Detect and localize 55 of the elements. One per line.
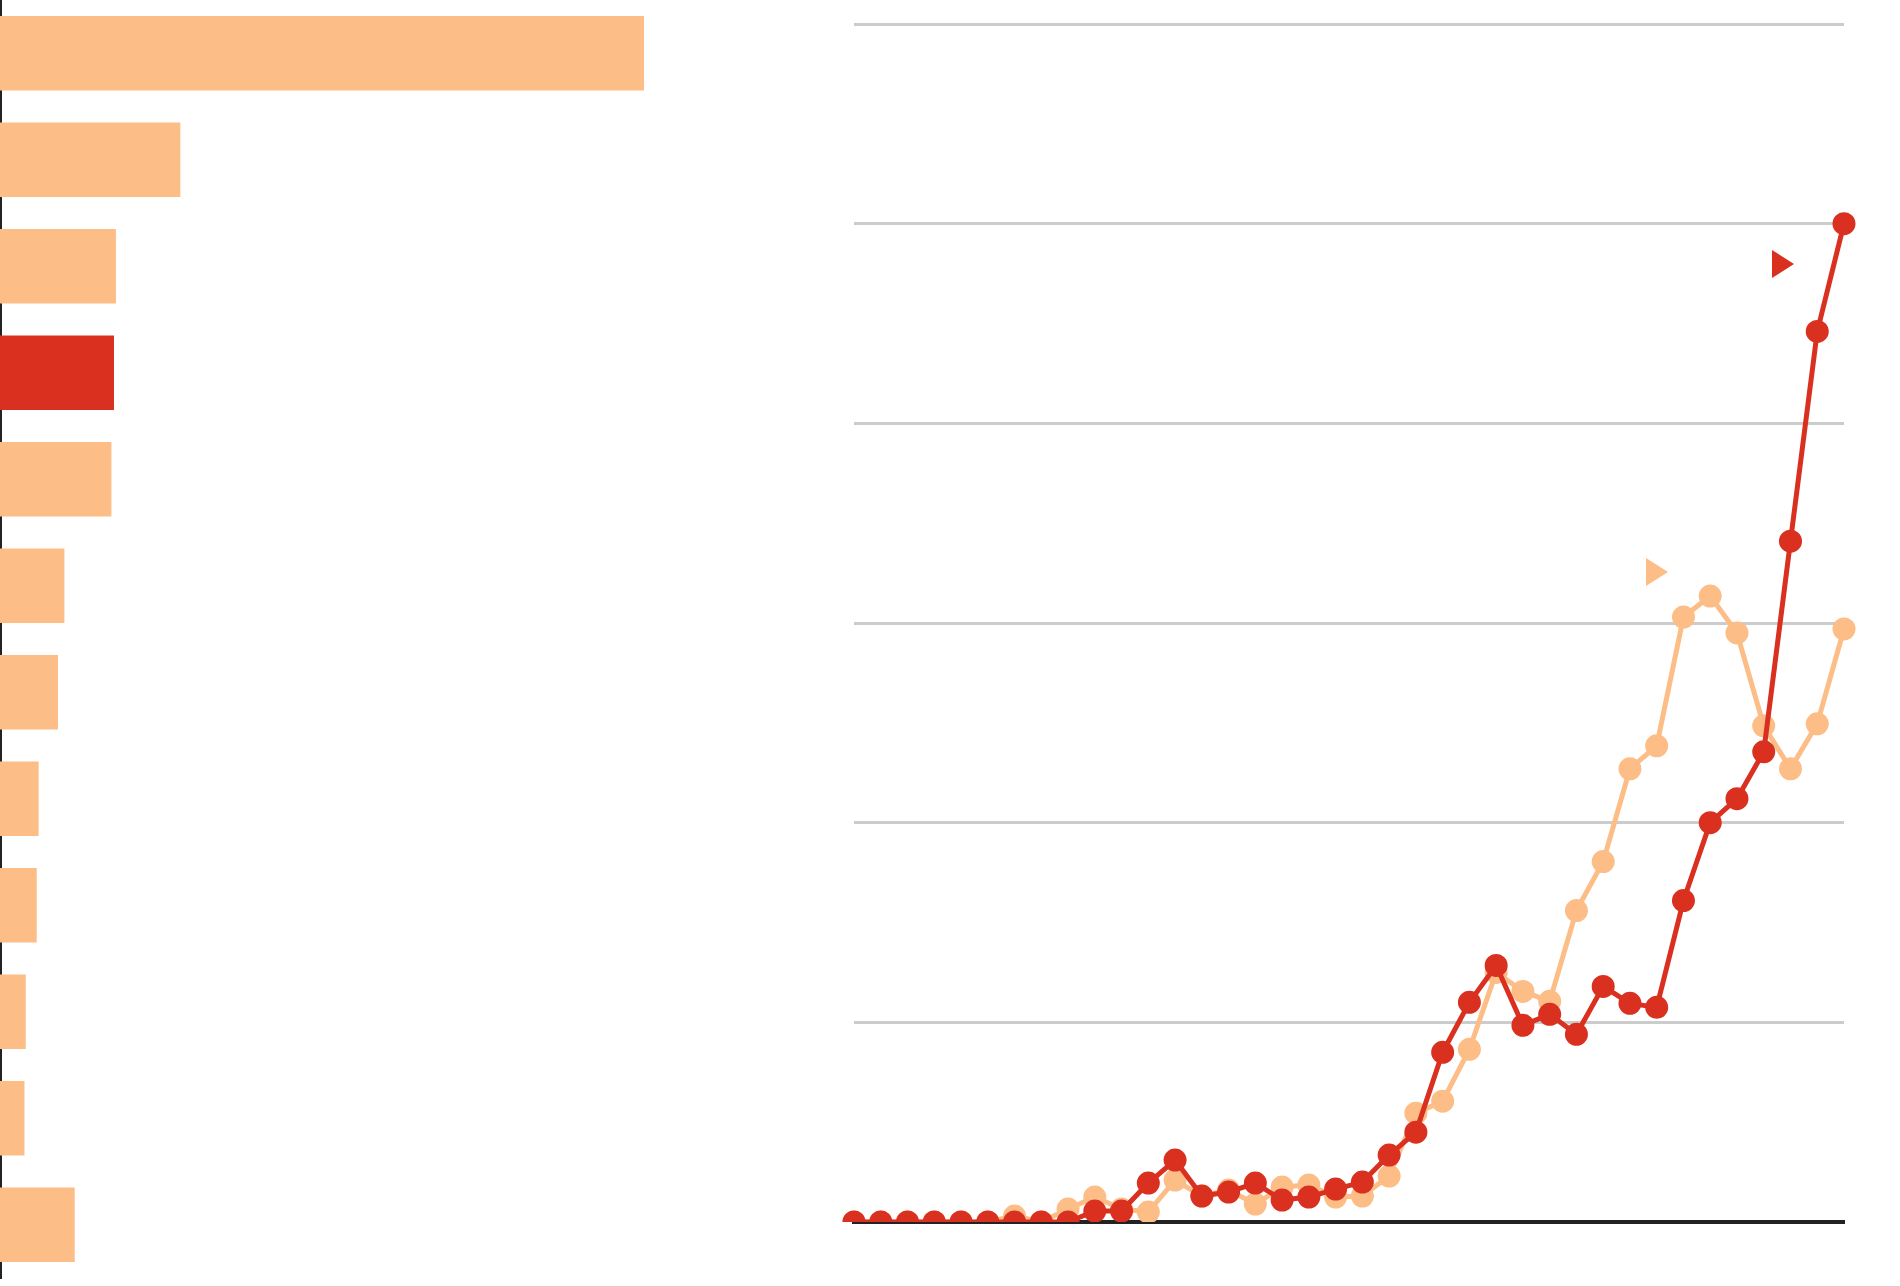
point	[1725, 787, 1749, 811]
bar	[0, 1187, 75, 1263]
bar	[0, 335, 114, 411]
point	[1564, 1022, 1588, 1046]
point	[1511, 1013, 1535, 1037]
point	[1698, 811, 1722, 835]
point	[1136, 1171, 1160, 1195]
point	[1431, 1040, 1455, 1064]
point	[1832, 617, 1856, 641]
point	[1083, 1199, 1107, 1222]
point	[1832, 212, 1856, 236]
point	[1671, 889, 1695, 913]
point	[1163, 1148, 1187, 1172]
bar	[0, 761, 39, 837]
point	[1645, 995, 1669, 1019]
point	[1350, 1170, 1374, 1194]
point	[1591, 850, 1615, 874]
point	[1564, 899, 1588, 923]
point	[1243, 1192, 1267, 1216]
point	[1377, 1143, 1401, 1167]
point	[1136, 1200, 1160, 1222]
point	[1297, 1185, 1321, 1209]
bar	[0, 228, 116, 304]
point	[1243, 1171, 1267, 1195]
point	[1805, 319, 1829, 343]
point	[1778, 529, 1802, 553]
point	[1457, 1037, 1481, 1061]
point	[1377, 1164, 1401, 1188]
point	[1511, 979, 1535, 1003]
point	[1484, 953, 1508, 977]
bar	[0, 654, 58, 730]
point	[1591, 974, 1615, 998]
point	[1778, 757, 1802, 781]
bar	[0, 974, 26, 1050]
bar	[0, 122, 181, 198]
bar	[0, 867, 37, 943]
bar	[0, 1080, 25, 1156]
point	[1618, 757, 1642, 781]
point	[1698, 584, 1722, 608]
point	[1645, 734, 1669, 758]
point	[1805, 712, 1829, 736]
bar	[0, 15, 644, 91]
bar	[0, 441, 112, 517]
bar	[0, 548, 65, 624]
point	[1752, 740, 1776, 764]
point	[1538, 1002, 1562, 1026]
point	[1431, 1089, 1455, 1113]
point	[1671, 605, 1695, 629]
point	[1457, 990, 1481, 1014]
point	[1404, 1120, 1428, 1144]
point	[1725, 621, 1749, 645]
point	[1324, 1177, 1348, 1201]
point	[1270, 1188, 1294, 1212]
point	[1618, 991, 1642, 1015]
point	[1163, 1168, 1187, 1192]
